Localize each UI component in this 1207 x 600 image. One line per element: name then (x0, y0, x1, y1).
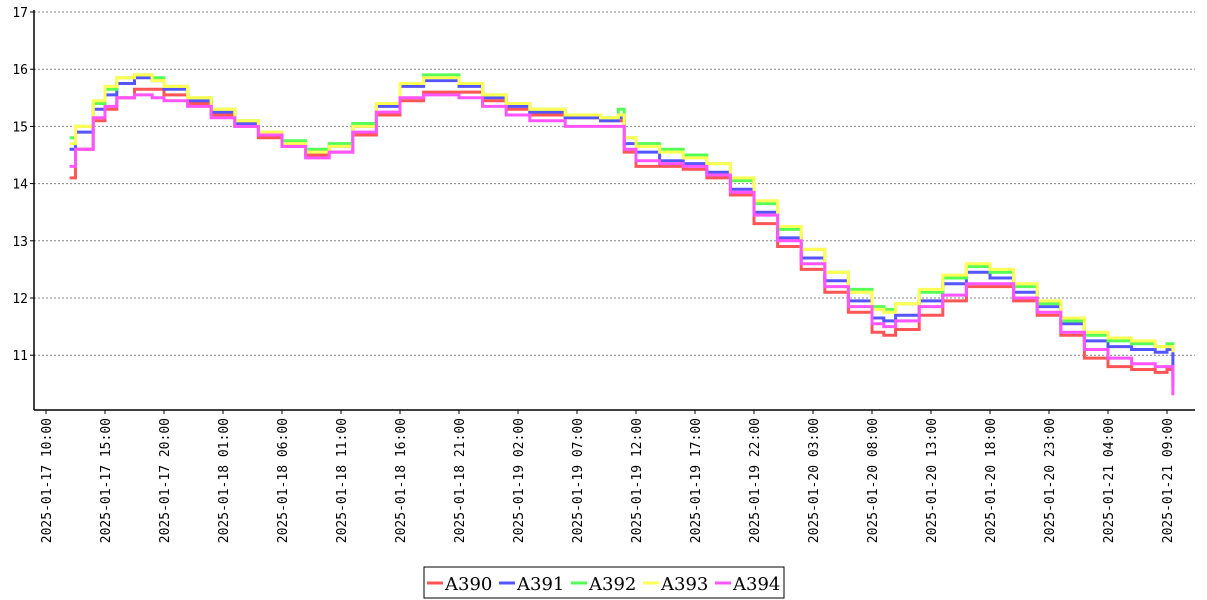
x-tick-label: 2025-01-19 12:00 (630, 418, 645, 543)
axes (33, 10, 1195, 411)
y-tick-labels: 11 12 13 14 15 16 17 (12, 6, 34, 364)
x-tick-label: 2025-01-18 16:00 (394, 418, 409, 543)
y-tick-label: 12 (12, 292, 28, 307)
x-tick-label: 2025-01-19 07:00 (571, 418, 586, 543)
x-tick-label: 2025-01-18 21:00 (453, 418, 468, 543)
x-tick-label: 2025-01-19 02:00 (512, 418, 527, 543)
x-tick-label: 2025-01-18 01:00 (217, 418, 232, 543)
x-tick-label: 2025-01-17 15:00 (99, 418, 114, 543)
series-layer (69, 73, 1175, 396)
x-tick-label: 2025-01-18 11:00 (335, 418, 350, 543)
series-line-a394 (69, 93, 1175, 396)
series-line-a393 (69, 73, 1175, 353)
legend-label-a392: A392 (588, 574, 636, 595)
x-tick-label: 2025-01-20 13:00 (925, 418, 940, 543)
y-tick-label: 11 (12, 349, 28, 364)
y-tick-label: 16 (12, 63, 28, 78)
grid (34, 11, 1195, 356)
legend-label-a394: A394 (732, 574, 780, 595)
x-tick-label: 2025-01-17 10:00 (40, 418, 55, 543)
x-tick-label: 2025-01-19 17:00 (689, 418, 704, 543)
legend-label-a393: A393 (660, 574, 708, 595)
legend: A390 A391 A392 A393 A394 (423, 566, 785, 599)
x-tick-label: 2025-01-19 22:00 (748, 418, 763, 543)
y-tick-label: 14 (12, 178, 28, 193)
x-tick-label: 2025-01-20 23:00 (1043, 418, 1058, 543)
x-tick-label: 2025-01-20 08:00 (866, 418, 881, 543)
legend-label-a391: A391 (516, 574, 564, 595)
x-tick-label: 2025-01-18 06:00 (276, 418, 291, 543)
x-tick-labels: 2025-01-17 10:00 2025-01-17 15:00 2025-01-… (40, 410, 1176, 543)
series-line-a390 (69, 87, 1175, 379)
x-tick-label: 2025-01-21 09:00 (1161, 418, 1176, 543)
x-tick-label: 2025-01-20 18:00 (984, 418, 999, 543)
y-tick-label: 17 (12, 6, 28, 21)
x-tick-label: 2025-01-20 03:00 (807, 418, 822, 543)
y-tick-label: 15 (12, 120, 28, 135)
legend-label-a390: A390 (444, 574, 492, 595)
x-tick-label: 2025-01-17 20:00 (158, 418, 173, 543)
y-tick-label: 13 (12, 235, 28, 250)
x-tick-label: 2025-01-21 04:00 (1102, 418, 1117, 543)
